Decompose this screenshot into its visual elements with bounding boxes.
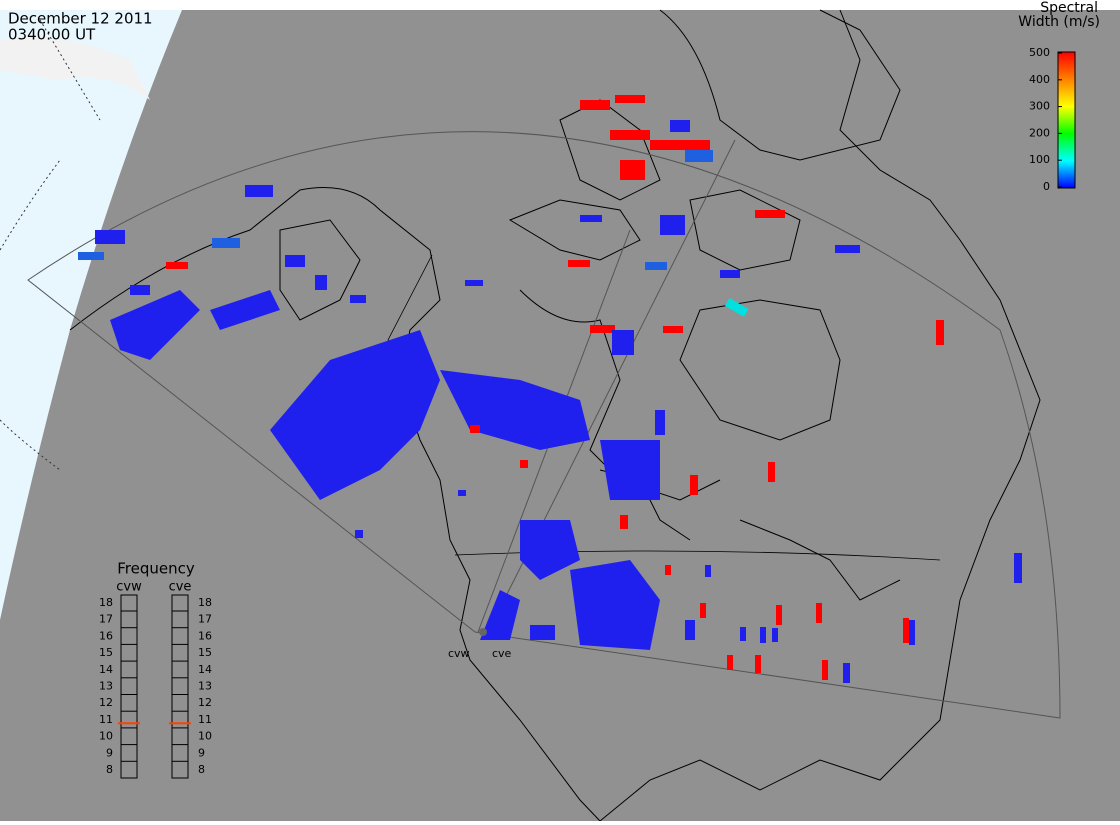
grid-dotted: [0, 19, 101, 471]
colorbar-title: Width (m/s): [1018, 14, 1100, 30]
space: [0, 10, 182, 620]
frequency-tick-label: 18: [198, 596, 212, 609]
frequency-tick-label: 9: [198, 746, 205, 759]
station-label: cve: [492, 647, 512, 660]
colorbar-tick-label: 300: [1029, 100, 1050, 113]
frequency-tick-label: 12: [198, 696, 212, 709]
frequency-tick-label: 14: [198, 663, 212, 676]
colorbar-tick-label: 200: [1029, 126, 1050, 139]
station-label: cvw: [448, 647, 470, 660]
frequency-tick-label: 10: [198, 730, 212, 743]
frequency-tick-label: 17: [99, 613, 113, 626]
radar-site: [479, 628, 487, 636]
time: 0340:00 UT: [8, 26, 96, 44]
frequency-tick-label: 16: [99, 629, 113, 642]
frequency-tick-label: 11: [99, 713, 113, 726]
frequency-tick-label: 13: [198, 680, 212, 693]
frequency-tick-label: 15: [198, 646, 212, 659]
radar-name: cvw: [116, 580, 142, 595]
frequency-tick-label: 11: [198, 713, 212, 726]
colorbar-tick-label: 400: [1029, 73, 1050, 86]
date: December 12 2011: [8, 10, 153, 28]
radar-name: cve: [169, 580, 192, 595]
frequency-tick-label: 16: [198, 629, 212, 642]
colorbar-title: Spectral: [1040, 0, 1098, 16]
frequency-panel: cvw 8 9 10 11 12 13 14 15 16 17 18 cve 8 9 10 11 12 13 14 15…: [99, 580, 212, 779]
frequency-tick-label: 14: [99, 663, 113, 676]
frequency-tick-label: 9: [106, 746, 113, 759]
frequency-title: Frequency: [117, 560, 195, 578]
colorbar-tick-label: 100: [1029, 153, 1050, 166]
frequency-tick-label: 8: [106, 763, 113, 776]
colorbar-ticks: 0 100 200 300 400 500: [1029, 46, 1062, 193]
frequency-tick-label: 17: [198, 613, 212, 626]
colorbar-tick-label: 0: [1043, 180, 1050, 193]
frequency-tick-label: 10: [99, 730, 113, 743]
frequency-tick-label: 15: [99, 646, 113, 659]
frequency-tick-label: 8: [198, 763, 205, 776]
frequency-tick-label: 13: [99, 680, 113, 693]
ice: [0, 37, 150, 100]
frequency-tick-label: 18: [99, 596, 113, 609]
colorbar-tick-label: 500: [1029, 46, 1050, 59]
echoes: [78, 95, 1022, 683]
colorbar: [1057, 51, 1076, 189]
frequency-tick-label: 12: [99, 696, 113, 709]
